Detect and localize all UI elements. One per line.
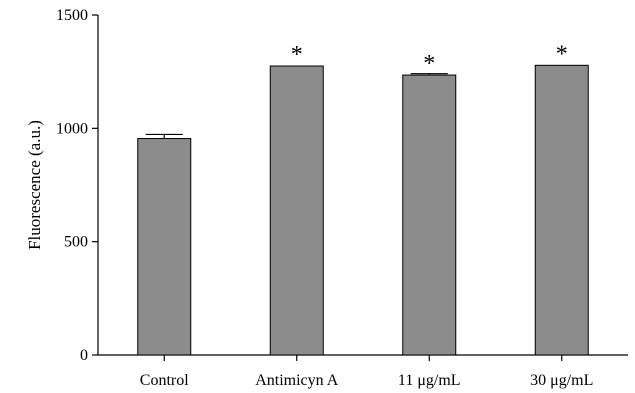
significance-marker: * <box>556 41 568 67</box>
bar <box>402 74 457 356</box>
y-tick-label: 0 <box>80 347 88 364</box>
x-tick-label: Antimicyn A <box>255 372 339 389</box>
bar <box>534 64 589 356</box>
significance-marker: * <box>423 51 435 77</box>
x-tick-label: 30 μg/mL <box>530 372 593 389</box>
y-tick-label: 500 <box>64 234 88 251</box>
y-tick-label: 1000 <box>56 120 88 137</box>
bar <box>269 65 324 356</box>
x-tick-label: 11 μg/mL <box>398 372 461 389</box>
significance-marker: * <box>291 42 303 68</box>
y-tick-label: 1500 <box>56 7 88 24</box>
bar <box>137 138 192 356</box>
x-tick-label: Control <box>140 372 189 389</box>
y-axis-label: Fluorescence (a.u.) <box>25 120 44 250</box>
